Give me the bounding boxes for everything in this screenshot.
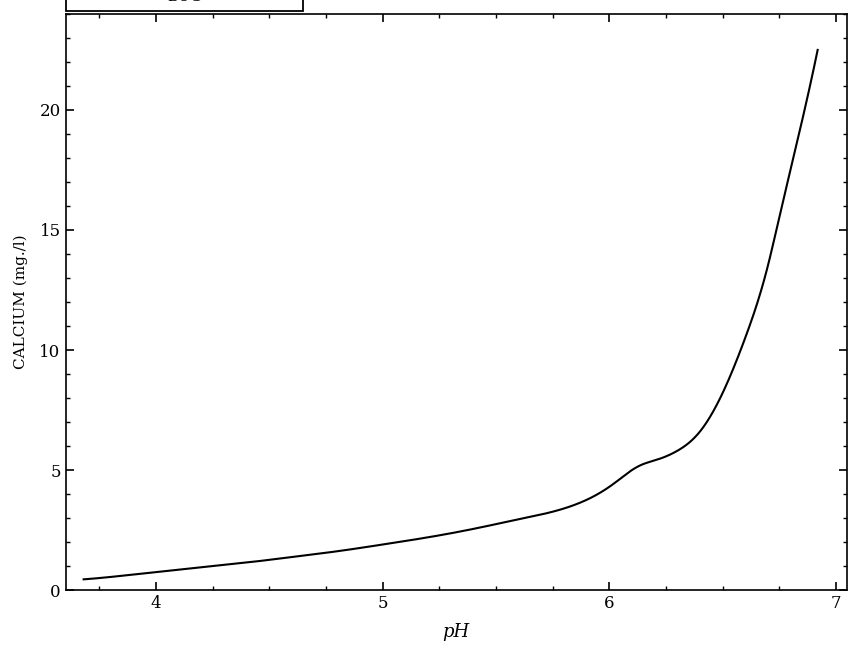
X-axis label: pH: pH <box>443 623 470 641</box>
Y-axis label: CALCIUM (mg./l): CALCIUM (mg./l) <box>14 234 28 369</box>
FancyBboxPatch shape <box>65 0 303 10</box>
Text: BOG: BOG <box>167 0 201 4</box>
